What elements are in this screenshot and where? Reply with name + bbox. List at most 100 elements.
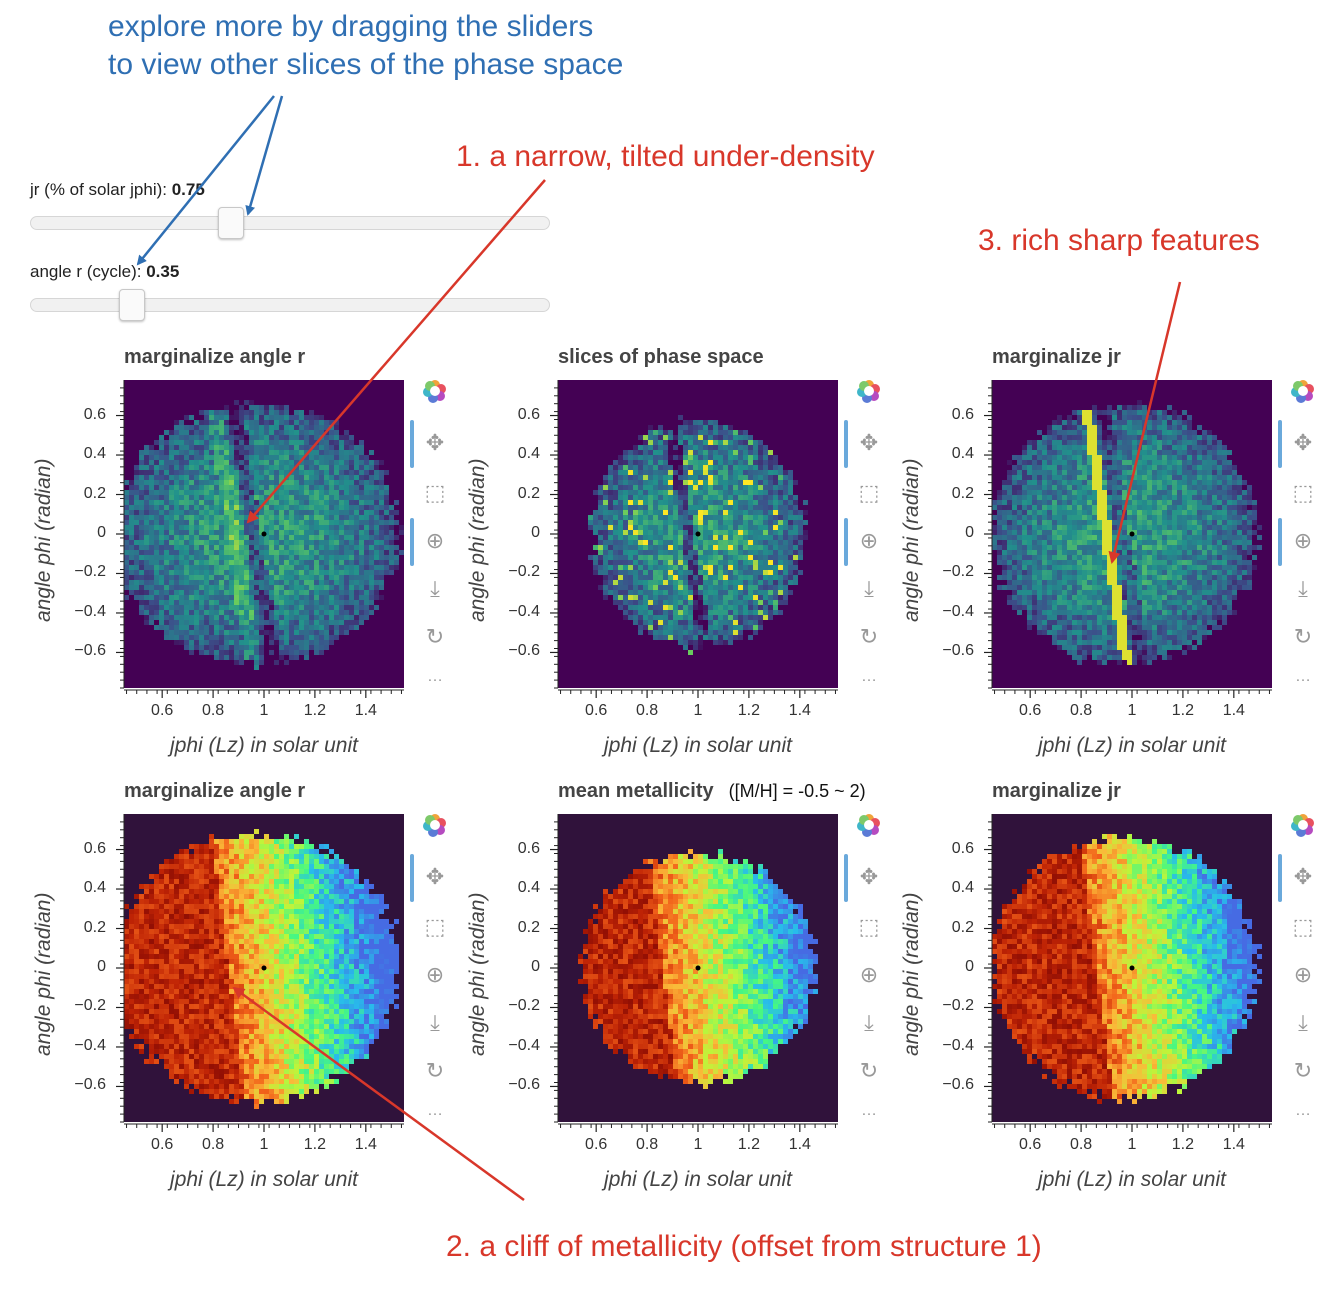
more-icon[interactable]: … <box>427 1102 443 1119</box>
slider-jr-handle[interactable] <box>217 207 244 239</box>
slider-hint-line-1: explore more by dragging the sliders <box>108 10 594 43</box>
plot-6-cells <box>992 834 1262 1104</box>
plot-2-ytick-label: 0.6 <box>517 405 540 423</box>
plot-1-ytick-label: 0.4 <box>83 445 106 463</box>
plot-3-toolbar: ✥ ⬚ ⊕ ⤓ ↻ … <box>1278 376 1322 686</box>
save-icon[interactable]: ⤓ <box>430 576 440 601</box>
annotation-metallicity-cliff: 2. a cliff of metallicity (offset from s… <box>446 1230 1042 1263</box>
plot-4-xtick-label: 1.2 <box>303 1136 327 1153</box>
box-zoom-icon[interactable]: ⬚ <box>424 914 446 939</box>
wheel-zoom-icon[interactable]: ⊕ <box>1293 528 1313 553</box>
plot-4-toolbar-active-pan <box>410 854 414 902</box>
plot-4-ytick-label: −0.2 <box>74 997 106 1015</box>
wheel-zoom-icon[interactable]: ⊕ <box>425 528 445 553</box>
pan-icon[interactable]: ✥ <box>1293 430 1313 455</box>
plot-4-ytick-label: 0 <box>97 958 106 975</box>
box-zoom-icon[interactable]: ⬚ <box>1292 914 1314 939</box>
more-icon[interactable]: … <box>861 1102 877 1119</box>
plot-1-xtick-label: 1 <box>259 702 269 719</box>
plot-5-xlabel: jphi (Lz) in solar unit <box>604 1168 792 1191</box>
bokeh-logo-icon[interactable] <box>854 376 884 406</box>
slider-angle-r-value: 0.35 <box>146 262 180 281</box>
plot-2-toolbar-active-pan <box>844 420 848 468</box>
plot-5-title: mean metallicity ([M/H] = -0.5 ~ 2) <box>558 780 866 803</box>
box-zoom-icon[interactable]: ⬚ <box>858 914 880 939</box>
box-zoom-icon[interactable]: ⬚ <box>1292 480 1314 505</box>
reset-icon[interactable]: ↻ <box>1293 1058 1313 1083</box>
plot-1-sun-marker <box>261 531 267 537</box>
plot-3-ytick-label: −0.4 <box>942 602 974 620</box>
plot-5-sun-marker <box>695 965 701 971</box>
plot-2-ytick-label: −0.2 <box>508 563 540 581</box>
plot-6-toolbar: ✥ ⬚ ⊕ ⤓ ↻ … <box>1278 810 1322 1120</box>
plot-6-ytick-label: 0 <box>965 958 974 975</box>
plot-2-ytick-label: −0.6 <box>508 642 540 660</box>
pan-icon[interactable]: ✥ <box>425 864 445 889</box>
plot-4-ytick-label: 0.6 <box>83 839 106 857</box>
plot-5-heatmap[interactable] <box>558 814 838 1122</box>
box-zoom-icon[interactable]: ⬚ <box>858 480 880 505</box>
annotation-under-density: 1. a narrow, tilted under-density <box>456 140 875 173</box>
save-icon[interactable]: ⤓ <box>1298 1010 1308 1035</box>
pan-icon[interactable]: ✥ <box>859 430 879 455</box>
slider-jr-label-row: jr (% of solar jphi): 0.75 <box>30 180 205 200</box>
reset-icon[interactable]: ↻ <box>425 624 445 649</box>
more-icon[interactable]: … <box>861 668 877 685</box>
blue-arrow-to-jr-slider <box>245 95 284 216</box>
slider-jr-track[interactable] <box>30 216 550 230</box>
plot-6-heatmap[interactable] <box>992 814 1272 1122</box>
reset-icon[interactable]: ↻ <box>425 1058 445 1083</box>
plot-1-xtick-label: 0.8 <box>201 702 225 719</box>
save-icon[interactable]: ⤓ <box>430 1010 440 1035</box>
plot-2-xtick-label: 1 <box>693 702 703 719</box>
save-icon[interactable]: ⤓ <box>1298 576 1308 601</box>
plot-1-ylabel: angle phi (radian) <box>32 458 55 622</box>
plot-4-title-text: marginalize angle r <box>124 780 306 802</box>
reset-icon[interactable]: ↻ <box>859 624 879 649</box>
bokeh-logo-icon[interactable] <box>1288 376 1318 406</box>
slider-angle-r-track[interactable] <box>30 298 550 312</box>
save-icon[interactable]: ⤓ <box>864 1010 874 1035</box>
slider-angle-r-handle[interactable] <box>118 289 145 321</box>
plot-2-heatmap[interactable] <box>558 380 838 688</box>
pan-icon[interactable]: ✥ <box>425 430 445 455</box>
reset-icon[interactable]: ↻ <box>1293 624 1313 649</box>
plot-2-title: slices of phase space <box>558 346 764 369</box>
plot-6-xtick-label: 1.4 <box>1222 1136 1245 1153</box>
plot-6-xtick-label: 1 <box>1127 1136 1137 1153</box>
plot-4-xtick-label: 1 <box>259 1136 269 1153</box>
wheel-zoom-icon[interactable]: ⊕ <box>425 962 445 987</box>
plot-5-xtick-label: 1 <box>693 1136 703 1153</box>
save-icon[interactable]: ⤓ <box>864 576 874 601</box>
reset-icon[interactable]: ↻ <box>859 1058 879 1083</box>
more-icon[interactable]: … <box>1295 1102 1311 1119</box>
slider-angle-r-label-row: angle r (cycle): 0.35 <box>30 262 179 282</box>
plot-4-toolbar: ✥ ⬚ ⊕ ⤓ ↻ … <box>410 810 454 1120</box>
plot-1-ytick-label: −0.6 <box>74 642 106 660</box>
annotation-sharp-features: 3. rich sharp features <box>978 224 1260 257</box>
wheel-zoom-icon[interactable]: ⊕ <box>1293 962 1313 987</box>
plot-6-xlabel: jphi (Lz) in solar unit <box>1038 1168 1226 1191</box>
pan-icon[interactable]: ✥ <box>859 864 879 889</box>
wheel-zoom-icon[interactable]: ⊕ <box>859 528 879 553</box>
wheel-zoom-icon[interactable]: ⊕ <box>859 962 879 987</box>
plot-2-sun-marker <box>695 531 701 537</box>
more-icon[interactable]: … <box>1295 668 1311 685</box>
plot-3-ytick-label: 0 <box>965 524 974 541</box>
plot-6-xtick-label: 0.8 <box>1069 1136 1093 1153</box>
plot-5-ylabel: angle phi (radian) <box>466 892 489 1056</box>
bokeh-logo-icon[interactable] <box>420 376 450 406</box>
bokeh-logo-icon[interactable] <box>1288 810 1318 840</box>
plot-4-ytick-label: 0.2 <box>83 918 106 936</box>
plot-4-title: marginalize angle r <box>124 780 305 803</box>
plot-3-toolbar-active-zoom <box>1278 518 1282 566</box>
box-zoom-icon[interactable]: ⬚ <box>424 480 446 505</box>
plot-5-toolbar-active-pan <box>844 854 848 902</box>
pan-icon[interactable]: ✥ <box>1293 864 1313 889</box>
slider-jr-value: 0.75 <box>171 180 205 199</box>
bokeh-logo-icon[interactable] <box>420 810 450 840</box>
bokeh-logo-icon[interactable] <box>854 810 884 840</box>
plot-3-title-text: marginalize jr <box>992 346 1121 368</box>
more-icon[interactable]: … <box>427 668 443 685</box>
plot-3-xtick-label: 0.6 <box>1019 702 1042 719</box>
